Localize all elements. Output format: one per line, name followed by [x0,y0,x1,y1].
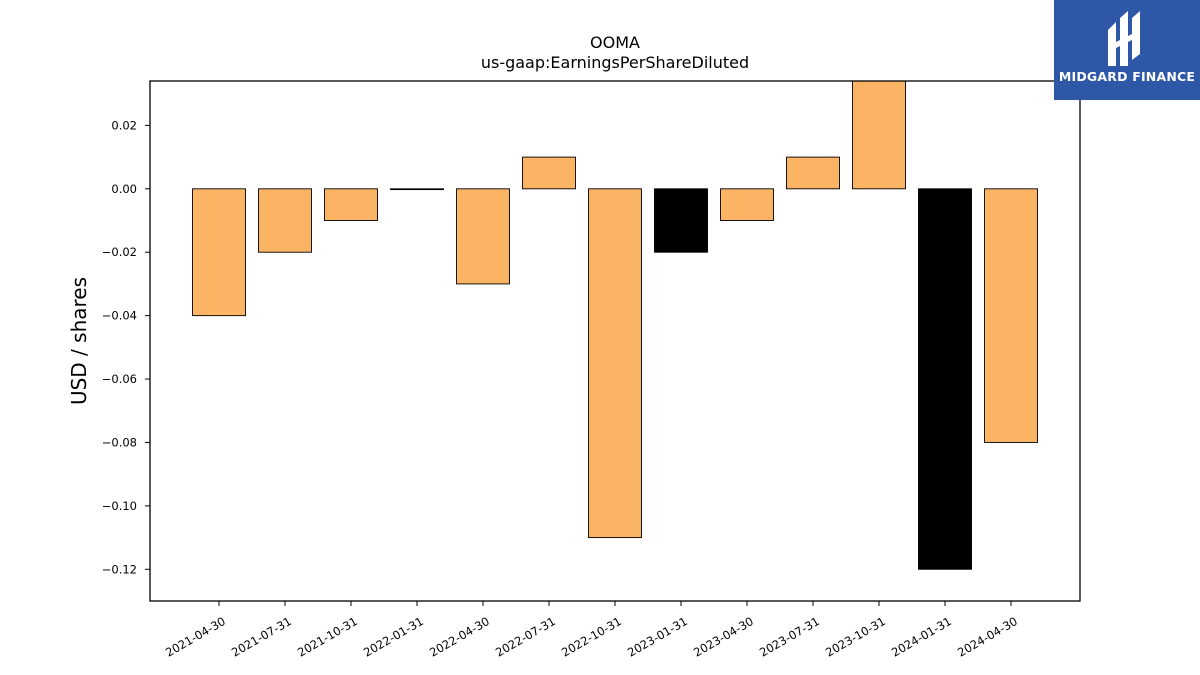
bar-2021-07-31 [258,188,312,253]
x-tick-label: 2022-01-31 [361,614,426,660]
y-tick-label: 0.00 [111,182,137,196]
bar-2023-10-31 [852,81,906,190]
bar-2022-04-30 [456,188,510,285]
x-tick-label: 2023-07-31 [757,614,822,660]
y-tick-label: −0.10 [102,499,137,513]
midgard-logo-icon [1108,11,1140,66]
bar-2022-01-31 [390,188,444,191]
x-tick-label: 2023-10-31 [823,614,888,660]
y-tick-label: 0.02 [111,118,137,132]
x-tick-label: 2024-04-30 [955,614,1020,660]
x-tick-label: 2023-01-31 [625,614,690,660]
bar-2024-01-31 [918,188,972,570]
bar-2021-10-31 [324,188,378,221]
x-tick-label: 2022-04-30 [427,614,492,660]
bar-2021-04-30 [192,188,246,317]
bar-2023-04-30 [720,188,774,221]
x-tick-label: 2023-04-30 [691,614,756,660]
bar-2023-07-31 [786,156,840,190]
midgard-logo: MIDGARD FINANCE [1054,0,1200,100]
bar-2024-04-30 [984,188,1038,443]
y-tick-label: −0.06 [102,372,137,386]
x-tick-label: 2024-01-31 [889,614,954,660]
y-tick-label: −0.08 [102,435,137,449]
x-tick-label: 2021-10-31 [295,614,360,660]
x-tick-label: 2022-07-31 [493,614,558,660]
y-tick-label: −0.12 [102,562,137,576]
x-tick-label: 2021-04-30 [163,614,228,660]
chart-subtitle: us-gaap:EarningsPerShareDiluted [481,53,749,72]
bar-2022-07-31 [522,156,576,190]
bar-2022-10-31 [588,188,642,539]
brand-name: MIDGARD FINANCE [1058,69,1196,84]
bar-2023-01-31 [654,188,708,253]
chart-title: OOMA [590,33,640,52]
y-axis-label: USD / shares [67,277,91,405]
y-tick-label: −0.02 [102,245,137,259]
y-tick-label: −0.04 [102,309,137,323]
x-tick-label: 2022-10-31 [559,614,624,660]
x-tick-label: 2021-07-31 [229,614,294,660]
plot-frame [149,80,1081,602]
